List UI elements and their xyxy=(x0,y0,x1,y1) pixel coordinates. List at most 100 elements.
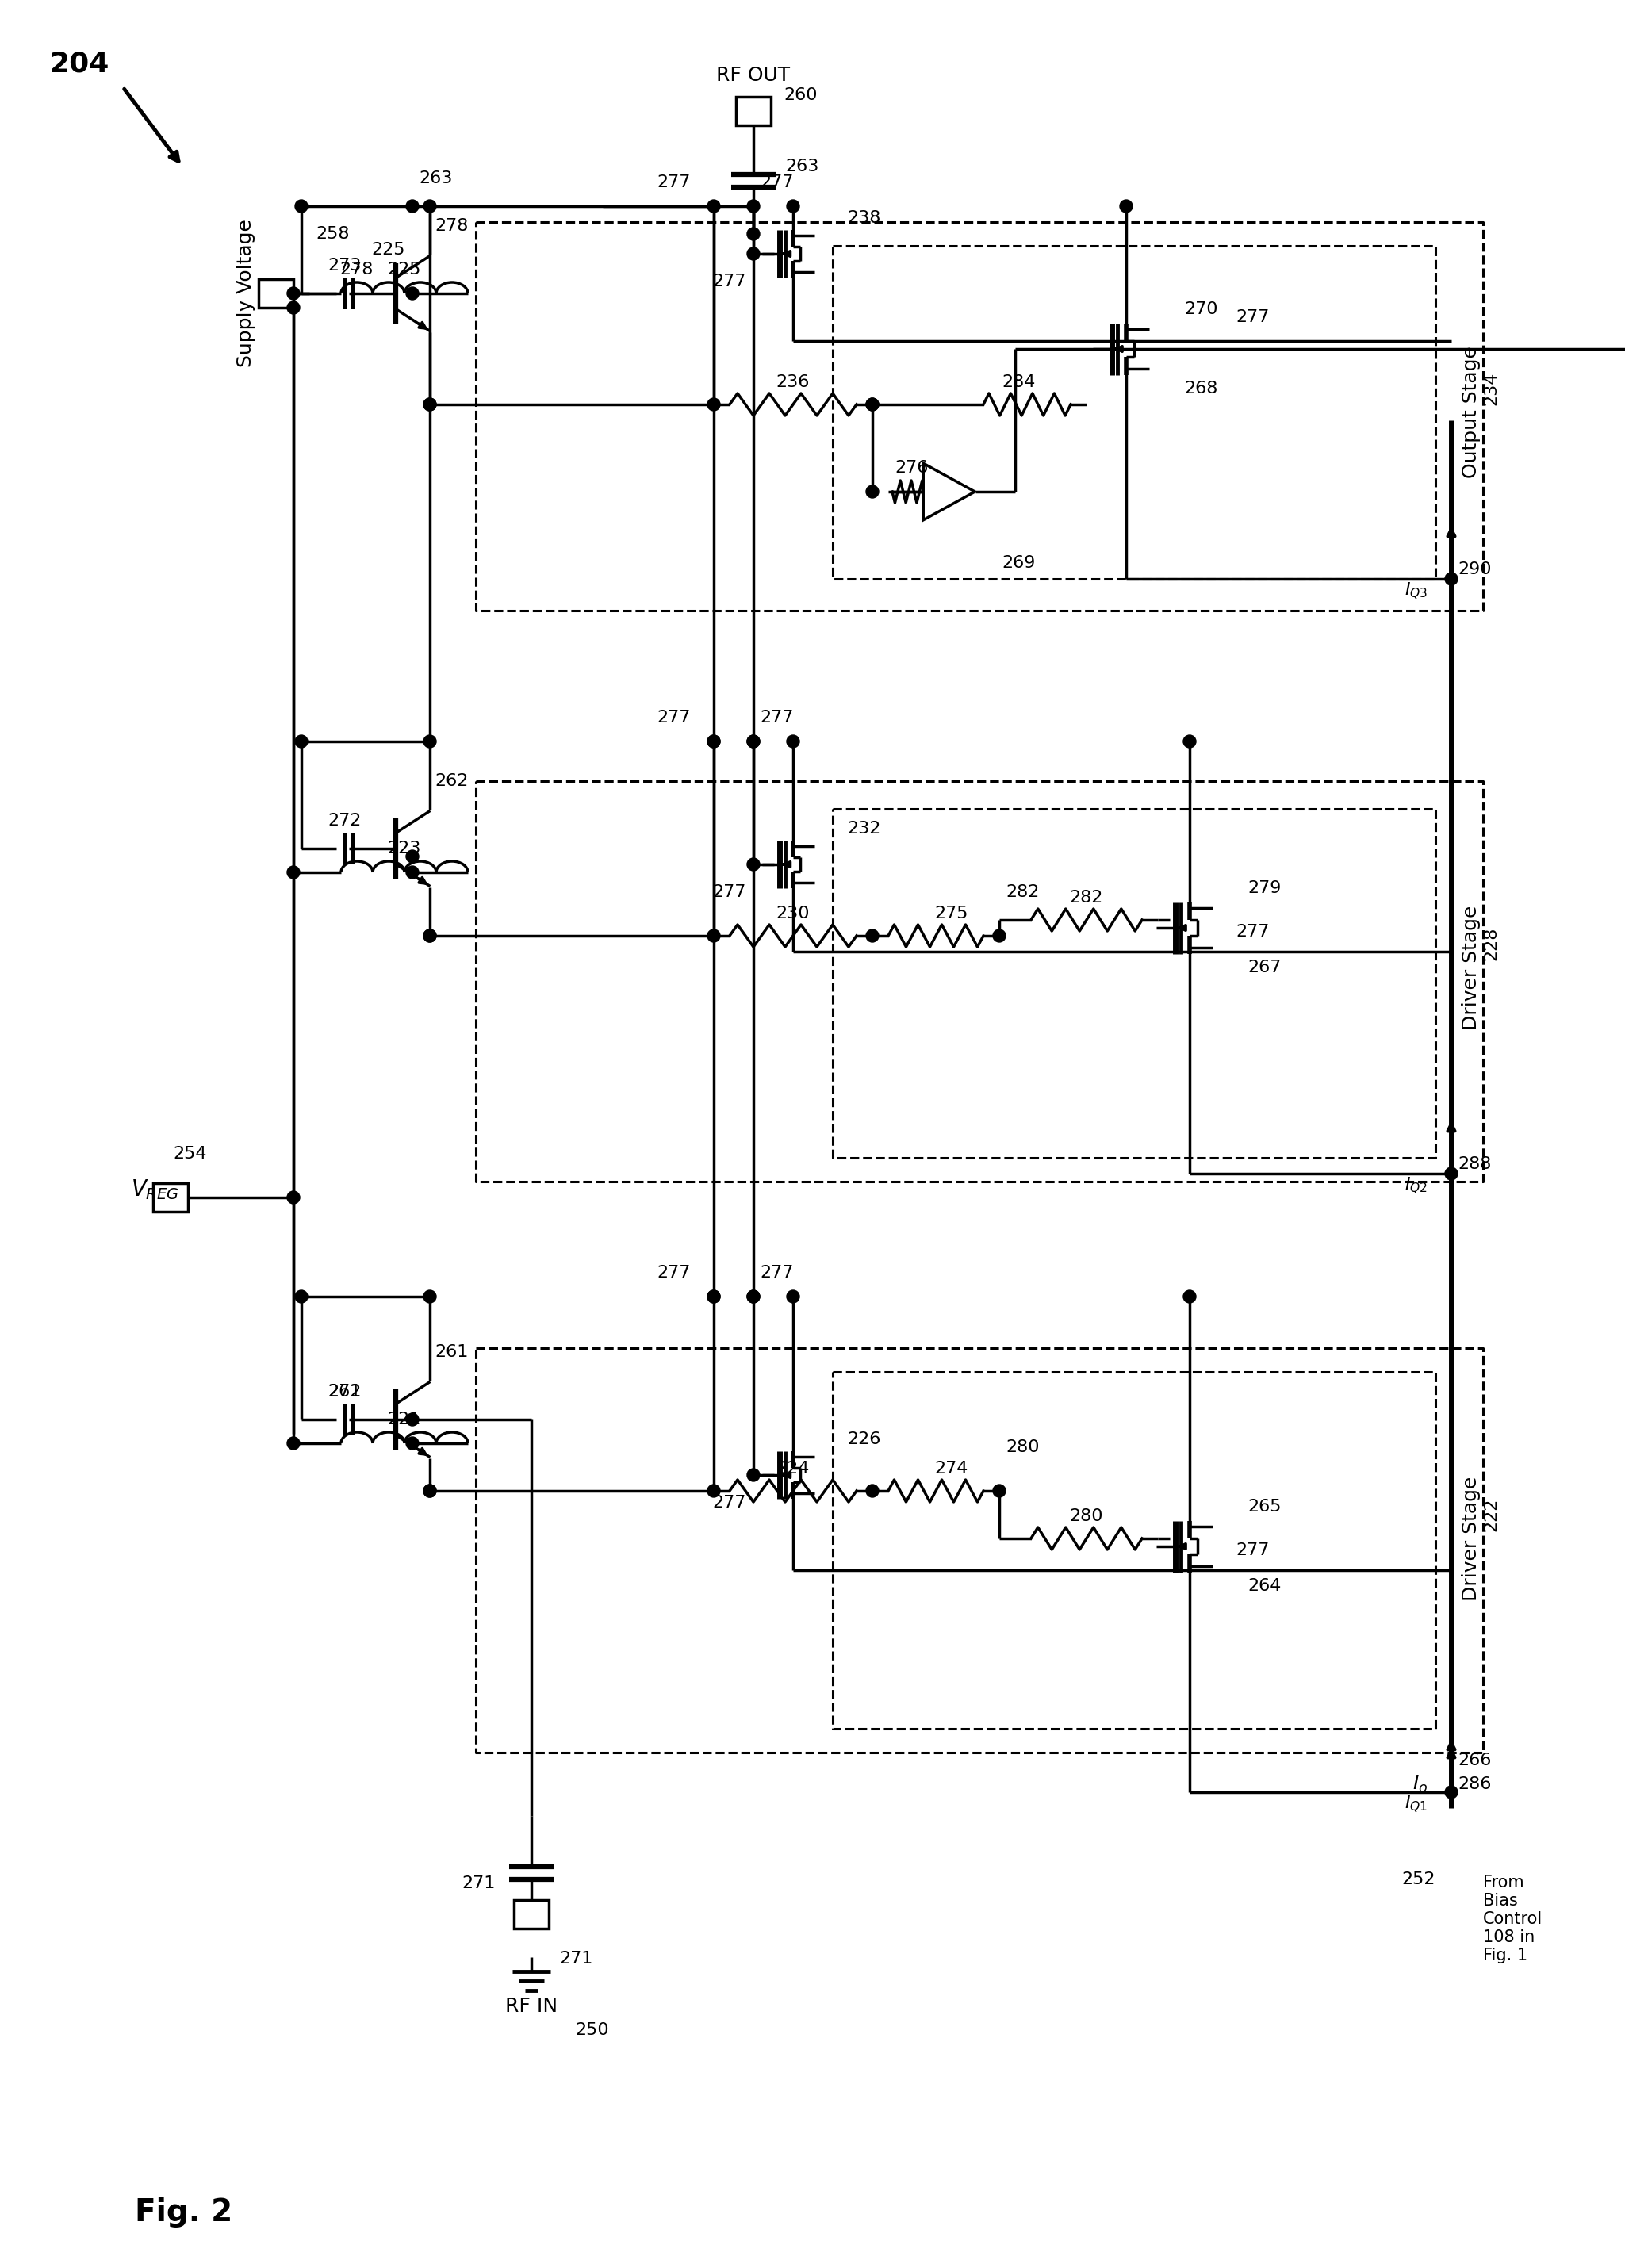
Circle shape xyxy=(786,200,800,213)
Circle shape xyxy=(424,930,435,941)
Circle shape xyxy=(866,1486,879,1497)
Text: Fig. 2: Fig. 2 xyxy=(135,2198,232,2227)
Circle shape xyxy=(866,399,879,411)
Circle shape xyxy=(288,302,299,313)
Circle shape xyxy=(424,735,435,748)
Text: 270: 270 xyxy=(1185,302,1219,318)
Text: Driver Stage: Driver Stage xyxy=(1461,905,1480,1030)
Text: 277: 277 xyxy=(1237,923,1269,939)
Circle shape xyxy=(1183,735,1196,748)
Circle shape xyxy=(424,1486,435,1497)
Text: 275: 275 xyxy=(934,905,968,921)
Circle shape xyxy=(748,735,761,748)
Bar xyxy=(153,1184,188,1211)
Circle shape xyxy=(406,1413,419,1427)
Text: 234: 234 xyxy=(1484,372,1498,406)
Text: 279: 279 xyxy=(1248,880,1282,896)
Circle shape xyxy=(707,399,720,411)
Text: 225: 225 xyxy=(388,261,421,277)
Circle shape xyxy=(1120,200,1133,213)
Bar xyxy=(258,279,294,308)
Circle shape xyxy=(993,930,1006,941)
Circle shape xyxy=(1445,572,1458,585)
Text: 280: 280 xyxy=(1069,1508,1103,1524)
Circle shape xyxy=(424,200,435,213)
Text: Supply Voltage: Supply Voltage xyxy=(236,220,255,367)
Circle shape xyxy=(288,1191,299,1204)
Circle shape xyxy=(406,200,419,213)
Text: 271: 271 xyxy=(559,1950,593,1966)
Text: 277: 277 xyxy=(656,710,691,726)
Text: 260: 260 xyxy=(785,86,817,102)
Text: 277: 277 xyxy=(1237,308,1269,324)
Text: 278: 278 xyxy=(436,218,470,234)
Text: 232: 232 xyxy=(848,821,881,837)
Circle shape xyxy=(748,1290,761,1302)
Text: 230: 230 xyxy=(777,905,809,921)
Text: 254: 254 xyxy=(174,1145,208,1161)
Circle shape xyxy=(707,930,720,941)
Bar xyxy=(736,98,770,125)
Circle shape xyxy=(748,1290,761,1302)
Circle shape xyxy=(288,288,299,299)
Circle shape xyxy=(424,1290,435,1302)
Text: 272: 272 xyxy=(328,1383,362,1399)
Circle shape xyxy=(748,1470,761,1481)
Text: 225: 225 xyxy=(372,243,406,259)
Bar xyxy=(514,1901,549,1928)
Circle shape xyxy=(1445,1785,1458,1799)
Text: 277: 277 xyxy=(713,274,746,290)
Circle shape xyxy=(406,1438,419,1449)
Text: 274: 274 xyxy=(934,1461,968,1476)
Circle shape xyxy=(424,1486,435,1497)
Text: 276: 276 xyxy=(895,460,929,476)
Text: 277: 277 xyxy=(1237,1542,1269,1558)
Text: 271: 271 xyxy=(461,1876,496,1892)
Text: 282: 282 xyxy=(1069,889,1103,905)
Text: 277: 277 xyxy=(656,1266,691,1281)
Text: 262: 262 xyxy=(436,773,470,789)
Text: $I_{Q3}$: $I_{Q3}$ xyxy=(1404,581,1427,601)
Text: 266: 266 xyxy=(1458,1753,1492,1769)
Text: Output Stage: Output Stage xyxy=(1461,347,1480,479)
Circle shape xyxy=(707,735,720,748)
Circle shape xyxy=(288,866,299,878)
Circle shape xyxy=(748,735,761,748)
Text: 223: 223 xyxy=(388,841,421,857)
Text: 267: 267 xyxy=(1248,959,1282,975)
Text: 265: 265 xyxy=(1248,1499,1282,1515)
Text: $I_{Q2}$: $I_{Q2}$ xyxy=(1404,1175,1427,1195)
Circle shape xyxy=(296,200,307,213)
Text: 250: 250 xyxy=(575,2023,609,2039)
Circle shape xyxy=(748,227,761,240)
Circle shape xyxy=(1183,1290,1196,1302)
Circle shape xyxy=(406,288,419,299)
Text: 263: 263 xyxy=(785,159,819,175)
Text: 263: 263 xyxy=(419,170,453,186)
Circle shape xyxy=(866,399,879,411)
Text: $I_{Q1}$: $I_{Q1}$ xyxy=(1404,1794,1427,1814)
Circle shape xyxy=(296,1290,307,1302)
Text: $V_{REG}$: $V_{REG}$ xyxy=(130,1177,179,1202)
Text: 290: 290 xyxy=(1458,562,1492,578)
Text: 280: 280 xyxy=(1006,1440,1040,1456)
Text: 252: 252 xyxy=(1402,1871,1435,1887)
Text: 286: 286 xyxy=(1458,1776,1492,1792)
Text: 277: 277 xyxy=(760,175,795,191)
Text: 222: 222 xyxy=(1484,1497,1498,1531)
Circle shape xyxy=(748,247,761,261)
Circle shape xyxy=(424,930,435,941)
Text: 221: 221 xyxy=(388,1411,421,1427)
Text: 277: 277 xyxy=(656,175,691,191)
Text: 277: 277 xyxy=(713,1495,746,1510)
Text: 261: 261 xyxy=(328,1383,362,1399)
Polygon shape xyxy=(923,463,975,519)
Circle shape xyxy=(993,1486,1006,1497)
Text: RF OUT: RF OUT xyxy=(717,66,790,84)
Circle shape xyxy=(786,1290,800,1302)
Text: From
Bias
Control
108 in
Fig. 1: From Bias Control 108 in Fig. 1 xyxy=(1484,1873,1542,1964)
Text: 273: 273 xyxy=(328,259,362,274)
Circle shape xyxy=(406,850,419,862)
Circle shape xyxy=(707,1486,720,1497)
Text: 277: 277 xyxy=(713,885,746,900)
